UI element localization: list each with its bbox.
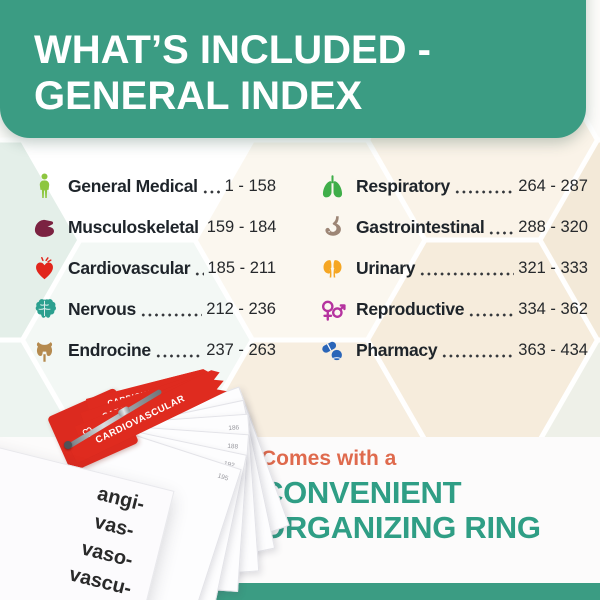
index-item-range: 321 - 333	[518, 259, 588, 277]
index-item-range: 212 - 236	[206, 300, 276, 318]
index-item: Endrocine 237 - 263	[30, 335, 276, 366]
lungs-icon	[318, 172, 346, 202]
kidneys-icon	[318, 254, 346, 284]
index-item-name: Reproductive	[356, 299, 465, 319]
dotted-leader	[154, 353, 203, 359]
thyroid-icon	[30, 336, 58, 366]
dotted-leader	[453, 189, 515, 195]
tagline-line1: CONVENIENT	[261, 475, 462, 510]
index-column-right: Respiratory 264 - 287 Gastrointestinal 288 …	[318, 171, 588, 376]
dotted-leader	[419, 271, 515, 277]
index-item-range: 185 - 211	[207, 259, 277, 277]
heart-icon	[30, 254, 58, 284]
gender-icon	[318, 295, 346, 325]
tagline: Comes with a CONVENIENT ORGANIZING RING	[261, 447, 541, 545]
index-item-range: 159 - 184	[206, 218, 277, 236]
index-item: Nervous 212 - 236	[30, 294, 276, 325]
index-item-range: 264 - 287	[518, 177, 588, 195]
index-item: Pharmacy 363 - 434	[318, 335, 588, 366]
index-item: Reproductive 334 - 362	[318, 294, 588, 325]
pills-icon	[318, 336, 346, 366]
index-item-name: Urinary	[356, 258, 416, 278]
index-item: Musculoskeletal 159 - 184	[30, 212, 276, 243]
index-item-name: General Medical	[68, 176, 198, 196]
tagline-intro: Comes with a	[261, 447, 397, 470]
index-item-range: 1 - 158	[224, 177, 276, 195]
index-item-name: Pharmacy	[356, 340, 438, 360]
bottom-teal-bar	[0, 583, 600, 600]
stomach-icon	[318, 213, 346, 243]
index-item-range: 288 - 320	[518, 218, 588, 236]
header-banner: WHAT’S INCLUDED - GENERAL INDEX	[0, 0, 586, 138]
dotted-leader	[488, 230, 515, 236]
tagline-line2: ORGANIZING RING	[261, 509, 541, 545]
index-item: General Medical 1 - 158	[30, 171, 276, 202]
page-title-line1: WHAT’S INCLUDED -	[34, 28, 431, 72]
dotted-leader	[441, 353, 515, 359]
muscle-icon	[30, 213, 58, 243]
index-item: Respiratory 264 - 287	[318, 171, 588, 202]
index-item-name: Cardiovascular	[68, 258, 191, 278]
index-item-name: Musculoskeletal	[68, 217, 199, 237]
index-item-name: Nervous	[68, 299, 136, 319]
page-title: WHAT’S INCLUDED - GENERAL INDEX	[0, 0, 586, 119]
dotted-leader	[468, 312, 515, 318]
index-item-name: Gastrointestinal	[356, 217, 485, 237]
brain-icon	[30, 295, 58, 325]
index-item-range: 237 - 263	[206, 341, 276, 359]
index-item: Cardiovascular 185 - 211	[30, 253, 276, 284]
dotted-leader	[194, 271, 204, 277]
dotted-leader	[201, 189, 221, 195]
index-item-name: Respiratory	[356, 176, 450, 196]
index-item: Urinary 321 - 333	[318, 253, 588, 284]
index-item: Gastrointestinal 288 - 320	[318, 212, 588, 243]
index-item-range: 363 - 434	[518, 341, 588, 359]
index-item-range: 334 - 362	[518, 300, 588, 318]
page-title-line2: GENERAL INDEX	[34, 73, 363, 118]
index-item-name: Endrocine	[68, 340, 151, 360]
dotted-leader	[139, 312, 203, 318]
index-column-left: General Medical 1 - 158 Musculoskeletal 159…	[30, 171, 276, 376]
person-icon	[30, 172, 58, 202]
